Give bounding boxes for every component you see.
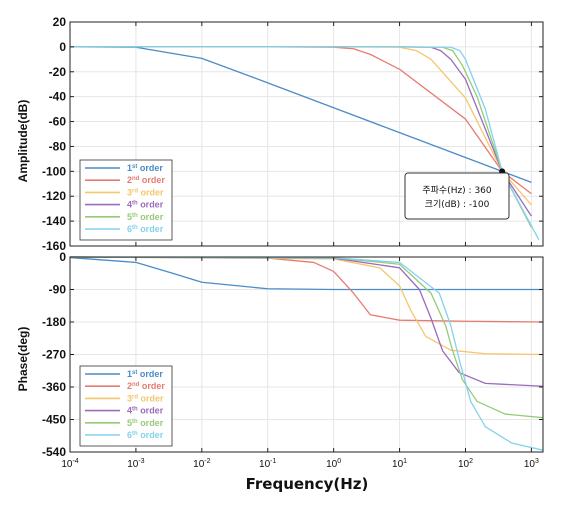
legend-entry: 1st order	[127, 369, 163, 379]
y-tick-label: -360	[42, 380, 66, 394]
legend-entry: 4th order	[127, 406, 164, 416]
y-tick-label: -140	[42, 214, 66, 228]
series-line-order-5	[69, 256, 544, 419]
y-tick-label: -450	[42, 413, 66, 427]
series-line-order-6	[70, 46, 540, 241]
legend-entry: 5th order	[127, 418, 164, 428]
y-tick-label: -120	[42, 189, 66, 203]
x-tick-label: 10-3	[127, 458, 144, 470]
legend-entry: 2nd order	[127, 381, 165, 391]
y-tick-label: -90	[49, 283, 67, 297]
y-tick-label: -20	[49, 65, 67, 79]
y-tick-label: -160	[42, 239, 66, 253]
x-tick-label: 10-2	[193, 458, 210, 470]
legend: 1st order 2nd order 3rd order 4th order 5th …	[79, 365, 173, 447]
y-tick-label: 0	[59, 40, 66, 54]
legend-entry: 6th order	[127, 224, 164, 234]
y-tick-label: -60	[49, 115, 67, 129]
y-tick-label: -80	[49, 139, 67, 153]
y-tick-label: 20	[53, 15, 67, 29]
plot-frame	[69, 21, 544, 247]
y-tick-label: -180	[42, 315, 66, 329]
x-tick-label: 103	[524, 458, 539, 470]
legend-entry: 1st order	[127, 163, 163, 173]
series-line-order-1	[69, 256, 543, 291]
x-tick-label: 102	[458, 458, 473, 470]
legend-entry: 2nd order	[127, 175, 165, 185]
y-tick-label: -540	[42, 445, 66, 459]
legend-entry: 3rd order	[127, 393, 164, 403]
annotation-magnitude: 크기(dB) : -100	[425, 199, 490, 210]
legend-box	[79, 159, 173, 241]
frequency-axis-label: Frequency(Hz)	[246, 475, 369, 493]
x-tick-label: 10-4	[61, 458, 78, 470]
legend-entry: 4th order	[127, 200, 164, 210]
x-tick-label: 101	[392, 458, 407, 470]
y-tick-label: -40	[49, 90, 67, 104]
y-tick-label: -270	[42, 348, 66, 362]
series-line-order-1	[69, 46, 532, 184]
y-tick-label: -100	[42, 164, 66, 178]
legend-entry: 6th order	[127, 430, 164, 440]
legend-box	[79, 365, 173, 447]
legend-entry: 3rd order	[127, 187, 164, 197]
annotation-frame	[404, 172, 510, 220]
legend-entry: 5th order	[127, 212, 164, 222]
series-line-order-3	[69, 256, 544, 356]
annotation-box: 주파수(Hz) : 360 크기(dB) : -100	[404, 172, 510, 220]
series-line-order-6	[69, 256, 544, 451]
legend: 1st order 2nd order 3rd order 4th order 5th …	[79, 159, 173, 241]
amplitude-panel: 20 0 -20 -40 -60 -80 -100 -120 -140 -160 1st order…	[42, 15, 544, 253]
annotation-frequency: 주파수(Hz) : 360	[422, 185, 492, 196]
x-tick-label: 10-1	[259, 458, 276, 470]
y-tick-label: 0	[59, 250, 66, 264]
phase-axis-label: Phase(deg)	[16, 327, 30, 392]
series-line-order-4	[69, 256, 544, 387]
amplitude-axis-label: Amplitude(dB)	[16, 100, 30, 183]
x-tick-label: 100	[326, 458, 341, 470]
